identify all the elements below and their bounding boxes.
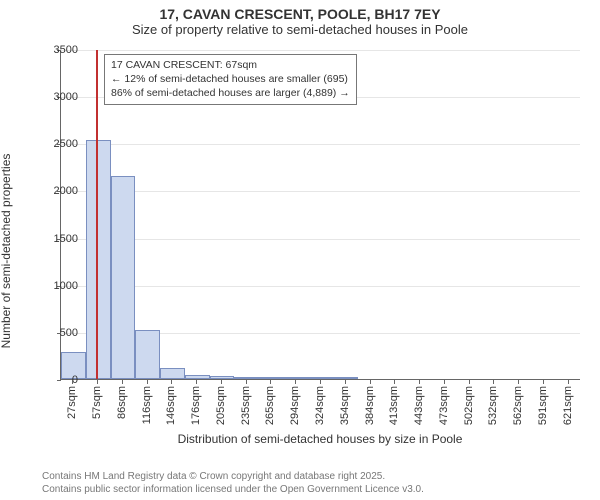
xtick-label: 532sqm [487,386,499,425]
xtick-label: 235sqm [240,386,252,425]
xtick-label: 146sqm [165,386,177,425]
xtick-label: 116sqm [141,386,153,424]
gridline [61,239,580,240]
chart-area: Number of semi-detached properties 17 CA… [0,46,600,456]
xtick-label: 86sqm [116,386,128,419]
chart-titles: 17, CAVAN CRESCENT, POOLE, BH17 7EY Size… [0,0,600,37]
ytick-label: 500 [44,327,78,339]
gridline [61,286,580,287]
annotation-line3: 86% of semi-detached houses are larger (… [111,86,350,100]
annotation-box: 17 CAVAN CRESCENT: 67sqm ← 12% of semi-d… [104,54,357,105]
chart-title-line1: 17, CAVAN CRESCENT, POOLE, BH17 7EY [0,6,600,22]
x-axis-label: Distribution of semi-detached houses by … [60,432,580,446]
xtick-mark [568,380,569,384]
histogram-bar [135,330,160,379]
xtick-mark [196,380,197,384]
histogram-bar [160,368,185,379]
xtick-label: 354sqm [339,386,351,425]
ytick-label: 3500 [44,44,78,56]
xtick-label: 502sqm [463,386,475,425]
histogram-bar [111,176,136,379]
xtick-mark [518,380,519,384]
ytick-label: 2000 [44,185,78,197]
xtick-label: 591sqm [537,386,549,425]
reference-line [96,50,98,379]
histogram-bar [309,377,334,379]
histogram-bar [259,377,284,379]
ytick-label: 1500 [44,233,78,245]
xtick-mark [419,380,420,384]
xtick-mark [147,380,148,384]
xtick-mark [295,380,296,384]
xtick-label: 205sqm [215,386,227,425]
xtick-mark [221,380,222,384]
gridline [61,50,580,51]
footer-attribution: Contains HM Land Registry data © Crown c… [42,470,424,496]
xtick-mark [444,380,445,384]
histogram-bar [234,377,259,379]
xtick-label: 294sqm [289,386,301,425]
xtick-label: 265sqm [264,386,276,425]
ytick-label: 1000 [44,280,78,292]
histogram-bar [333,377,358,379]
histogram-bar [210,376,235,379]
ytick-label: 3000 [44,91,78,103]
footer-line1: Contains HM Land Registry data © Crown c… [42,470,424,483]
gridline [61,191,580,192]
xtick-label: 621sqm [562,386,574,425]
xtick-label: 176sqm [190,386,202,425]
xtick-mark [97,380,98,384]
xtick-mark [543,380,544,384]
xtick-mark [246,380,247,384]
plot-area: 17 CAVAN CRESCENT: 67sqm ← 12% of semi-d… [60,50,580,380]
xtick-label: 413sqm [388,386,400,425]
xtick-mark [345,380,346,384]
xtick-label: 384sqm [364,386,376,425]
annotation-line2: ← 12% of semi-detached houses are smalle… [111,72,350,86]
xtick-label: 562sqm [512,386,524,425]
xtick-mark [320,380,321,384]
xtick-label: 473sqm [438,386,450,425]
xtick-mark [493,380,494,384]
footer-line2: Contains public sector information licen… [42,483,424,496]
xtick-mark [171,380,172,384]
histogram-bar [185,375,210,379]
histogram-bar [284,377,309,379]
xtick-mark [469,380,470,384]
xtick-mark [122,380,123,384]
xtick-mark [394,380,395,384]
xtick-label: 27sqm [66,386,78,419]
xtick-mark [72,380,73,384]
gridline [61,144,580,145]
xtick-label: 324sqm [314,386,326,425]
chart-title-line2: Size of property relative to semi-detach… [0,22,600,37]
xtick-mark [270,380,271,384]
ytick-label: 2500 [44,138,78,150]
xtick-label: 57sqm [91,386,103,419]
xtick-label: 443sqm [413,386,425,425]
histogram-bar [86,140,111,379]
xtick-mark [370,380,371,384]
y-axis-label: Number of semi-detached properties [0,154,13,349]
annotation-line1: 17 CAVAN CRESCENT: 67sqm [111,58,350,72]
